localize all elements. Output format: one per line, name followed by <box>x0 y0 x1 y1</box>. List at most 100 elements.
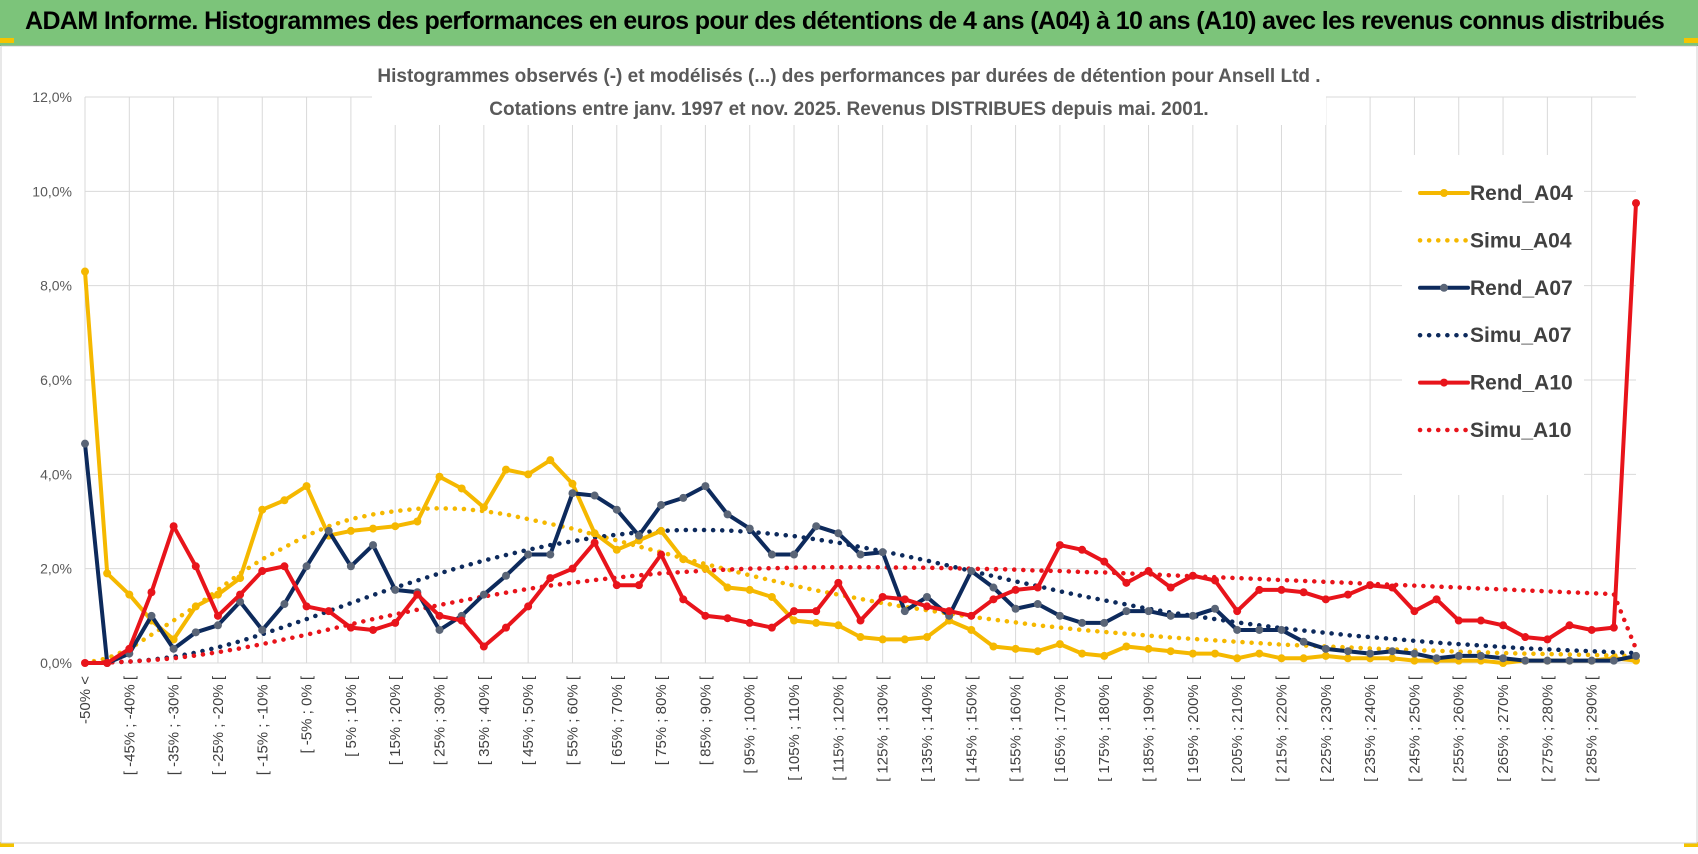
point-rend-a10 <box>1122 578 1131 587</box>
legend-label-rend-a04: Rend_A04 <box>1470 182 1573 205</box>
point-rend-a07 <box>81 439 89 448</box>
point-rend-a10 <box>125 644 134 653</box>
legend: Rend_A04 Simu_A04 Rend_A07 Simu_A07 Rend_A10… <box>1402 155 1584 495</box>
point-rend-a07 <box>1343 647 1352 656</box>
point-rend-a10 <box>1255 585 1264 594</box>
x-tick-label: [ 275% ; 280% [ <box>1539 675 1556 782</box>
point-rend-a04 <box>856 633 865 642</box>
corner-accent-bottom-right <box>1684 842 1698 847</box>
grid <box>84 96 1636 664</box>
point-rend-a10 <box>1388 583 1397 592</box>
point-rend-a07 <box>1166 611 1175 620</box>
point-rend-a07 <box>147 611 156 620</box>
legend-marker-rend-a07 <box>1440 283 1448 292</box>
point-rend-a07 <box>1609 656 1618 665</box>
point-rend-a07 <box>435 625 444 634</box>
point-rend-a07 <box>1388 647 1397 656</box>
point-rend-a10 <box>1609 623 1618 632</box>
point-rend-a10 <box>1366 581 1375 590</box>
point-rend-a10 <box>1055 541 1064 550</box>
point-rend-a07 <box>679 493 688 502</box>
point-rend-a10 <box>147 588 156 597</box>
series-line-simu-a07 <box>82 527 1639 666</box>
point-rend-a10 <box>524 602 533 611</box>
point-rend-a07 <box>524 550 533 559</box>
point-rend-a10 <box>989 595 998 604</box>
point-rend-a07 <box>479 590 488 599</box>
point-rend-a07 <box>612 505 621 514</box>
point-rend-a04 <box>922 633 931 642</box>
x-tick-label: [ -15% ; -10% [ <box>254 675 271 775</box>
corner-accent-top-left <box>0 38 14 43</box>
point-rend-a07 <box>767 550 776 559</box>
x-tick-label: [ 155% ; 160% [ <box>1008 675 1025 782</box>
legend-background <box>1402 155 1584 495</box>
point-rend-a04 <box>81 267 89 276</box>
point-rend-a07 <box>1233 625 1242 634</box>
point-rend-a10 <box>258 567 267 576</box>
point-rend-a07 <box>546 550 555 559</box>
point-rend-a10 <box>169 522 178 531</box>
x-tick-label: [ 135% ; 140% [ <box>919 675 936 782</box>
y-tick-label: 2,0% <box>40 561 72 577</box>
series <box>81 199 1640 667</box>
point-rend-a07 <box>568 489 577 498</box>
point-rend-a04 <box>413 517 422 526</box>
point-rend-a10 <box>1565 621 1574 630</box>
x-tick-label: -50% < <box>77 676 94 724</box>
point-rend-a07 <box>1454 651 1463 660</box>
x-tick-label: [ -45% ; -40% [ <box>121 675 138 775</box>
point-rend-a04 <box>103 569 112 578</box>
y-tick-label: 8,0% <box>40 278 72 294</box>
point-rend-a10 <box>1188 571 1197 580</box>
x-tick-label: [ -5% ; 0% [ <box>299 675 316 753</box>
x-tick-label: [ 5% ; 10% [ <box>343 675 360 757</box>
point-rend-a10 <box>767 623 776 632</box>
point-rend-a10 <box>834 578 843 587</box>
point-rend-a10 <box>479 642 488 651</box>
point-rend-a07 <box>1410 649 1419 658</box>
legend-marker-rend-a10 <box>1440 378 1448 387</box>
point-rend-a04 <box>1299 654 1308 663</box>
point-rend-a10 <box>657 550 666 559</box>
y-tick-label: 12,0% <box>32 89 72 105</box>
x-tick-label: [ 45% ; 50% [ <box>520 675 537 765</box>
point-rend-a10 <box>324 607 333 616</box>
point-rend-a10 <box>790 607 799 616</box>
point-rend-a04 <box>1343 654 1352 663</box>
point-rend-a07 <box>1011 604 1020 613</box>
point-rend-a10 <box>435 611 444 620</box>
point-rend-a10 <box>900 595 909 604</box>
x-tick-label: [ 25% ; 30% [ <box>432 675 449 765</box>
point-rend-a04 <box>435 472 444 481</box>
point-rend-a07 <box>1476 651 1485 660</box>
x-tick-label: [ 145% ; 150% [ <box>963 675 980 782</box>
point-rend-a10 <box>1321 595 1330 604</box>
point-rend-a04 <box>391 522 400 531</box>
point-rend-a10 <box>1521 633 1530 642</box>
point-rend-a04 <box>878 635 887 644</box>
point-rend-a04 <box>236 574 245 583</box>
point-rend-a07 <box>967 567 976 576</box>
point-rend-a07 <box>634 531 643 540</box>
point-rend-a10 <box>1011 585 1020 594</box>
point-rend-a04 <box>1277 654 1286 663</box>
point-rend-a04 <box>1144 644 1153 653</box>
point-rend-a07 <box>236 597 245 606</box>
point-rend-a07 <box>922 592 931 601</box>
point-rend-a10 <box>236 590 245 599</box>
point-rend-a10 <box>1299 588 1308 597</box>
point-rend-a10 <box>679 595 688 604</box>
point-rend-a10 <box>590 538 599 547</box>
point-rend-a04 <box>213 590 222 599</box>
point-rend-a10 <box>346 623 355 632</box>
point-rend-a07 <box>1188 611 1197 620</box>
point-rend-a10 <box>391 618 400 627</box>
x-tick-label: [ 115% ; 120% [ <box>830 675 847 781</box>
y-tick-label: 0,0% <box>40 655 72 671</box>
point-rend-a10 <box>1100 557 1109 566</box>
x-tick-label: [ 55% ; 60% [ <box>564 675 581 765</box>
point-rend-a04 <box>834 621 843 630</box>
point-rend-a10 <box>1144 567 1153 576</box>
point-rend-a07 <box>191 628 200 637</box>
